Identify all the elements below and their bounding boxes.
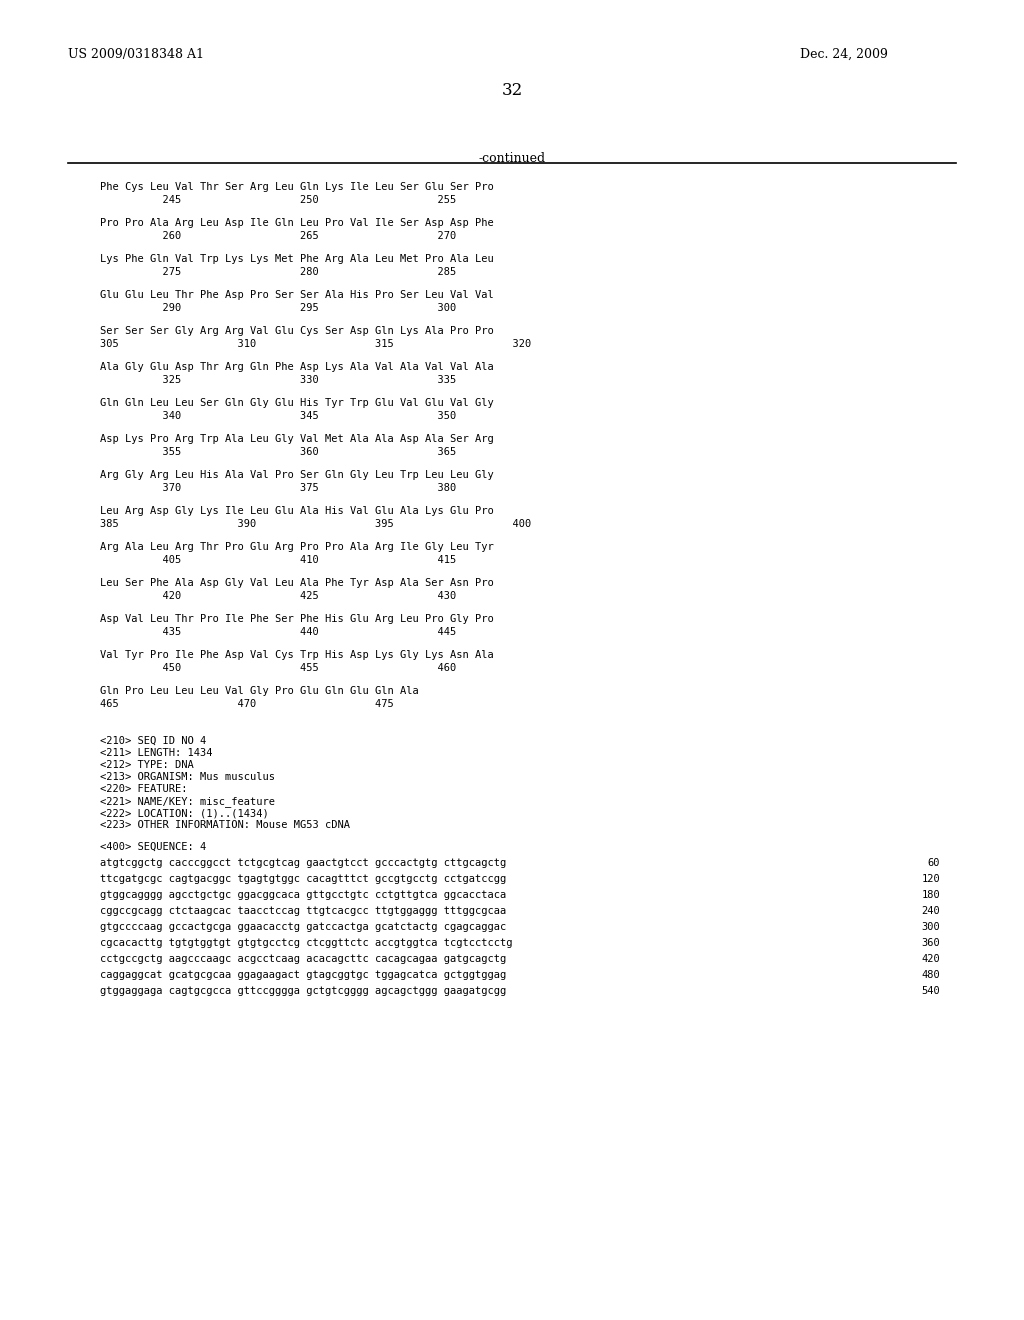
Text: 245                   250                   255: 245 250 255 [100, 195, 457, 205]
Text: 420                   425                   430: 420 425 430 [100, 591, 457, 601]
Text: caggaggcat gcatgcgcaa ggagaagact gtagcggtgc tggagcatca gctggtggag: caggaggcat gcatgcgcaa ggagaagact gtagcgg… [100, 970, 506, 979]
Text: cctgccgctg aagcccaagc acgcctcaag acacagcttc cacagcagaa gatgcagctg: cctgccgctg aagcccaagc acgcctcaag acacagc… [100, 954, 506, 964]
Text: 260                   265                   270: 260 265 270 [100, 231, 457, 242]
Text: 355                   360                   365: 355 360 365 [100, 447, 457, 457]
Text: <211> LENGTH: 1434: <211> LENGTH: 1434 [100, 748, 213, 758]
Text: 450                   455                   460: 450 455 460 [100, 663, 457, 673]
Text: 370                   375                   380: 370 375 380 [100, 483, 457, 492]
Text: Arg Gly Arg Leu His Ala Val Pro Ser Gln Gly Leu Trp Leu Leu Gly: Arg Gly Arg Leu His Ala Val Pro Ser Gln … [100, 470, 494, 480]
Text: <222> LOCATION: (1)..(1434): <222> LOCATION: (1)..(1434) [100, 808, 268, 818]
Text: 180: 180 [922, 890, 940, 900]
Text: Ala Gly Glu Asp Thr Arg Gln Phe Asp Lys Ala Val Ala Val Val Ala: Ala Gly Glu Asp Thr Arg Gln Phe Asp Lys … [100, 362, 494, 372]
Text: 435                   440                   445: 435 440 445 [100, 627, 457, 638]
Text: gtggaggaga cagtgcgcca gttccgggga gctgtcgggg agcagctggg gaagatgcgg: gtggaggaga cagtgcgcca gttccgggga gctgtcg… [100, 986, 506, 997]
Text: Dec. 24, 2009: Dec. 24, 2009 [800, 48, 888, 61]
Text: 32: 32 [502, 82, 522, 99]
Text: Pro Pro Ala Arg Leu Asp Ile Gln Leu Pro Val Ile Ser Asp Asp Phe: Pro Pro Ala Arg Leu Asp Ile Gln Leu Pro … [100, 218, 494, 228]
Text: 420: 420 [922, 954, 940, 964]
Text: <400> SEQUENCE: 4: <400> SEQUENCE: 4 [100, 842, 206, 851]
Text: atgtcggctg cacccggcct tctgcgtcag gaactgtcct gcccactgtg cttgcagctg: atgtcggctg cacccggcct tctgcgtcag gaactgt… [100, 858, 506, 869]
Text: US 2009/0318348 A1: US 2009/0318348 A1 [68, 48, 204, 61]
Text: 385                   390                   395                   400: 385 390 395 400 [100, 519, 531, 529]
Text: Asp Lys Pro Arg Trp Ala Leu Gly Val Met Ala Ala Asp Ala Ser Arg: Asp Lys Pro Arg Trp Ala Leu Gly Val Met … [100, 434, 494, 444]
Text: Gln Gln Leu Leu Ser Gln Gly Glu His Tyr Trp Glu Val Glu Val Gly: Gln Gln Leu Leu Ser Gln Gly Glu His Tyr … [100, 399, 494, 408]
Text: Leu Ser Phe Ala Asp Gly Val Leu Ala Phe Tyr Asp Ala Ser Asn Pro: Leu Ser Phe Ala Asp Gly Val Leu Ala Phe … [100, 578, 494, 587]
Text: Gln Pro Leu Leu Leu Val Gly Pro Glu Gln Glu Gln Ala: Gln Pro Leu Leu Leu Val Gly Pro Glu Gln … [100, 686, 419, 696]
Text: 325                   330                   335: 325 330 335 [100, 375, 457, 385]
Text: Leu Arg Asp Gly Lys Ile Leu Glu Ala His Val Glu Ala Lys Glu Pro: Leu Arg Asp Gly Lys Ile Leu Glu Ala His … [100, 506, 494, 516]
Text: 305                   310                   315                   320: 305 310 315 320 [100, 339, 531, 348]
Text: 540: 540 [922, 986, 940, 997]
Text: 405                   410                   415: 405 410 415 [100, 554, 457, 565]
Text: 340                   345                   350: 340 345 350 [100, 411, 457, 421]
Text: 480: 480 [922, 970, 940, 979]
Text: 360: 360 [922, 939, 940, 948]
Text: 300: 300 [922, 921, 940, 932]
Text: gtggcagggg agcctgctgc ggacggcaca gttgcctgtc cctgttgtca ggcacctaca: gtggcagggg agcctgctgc ggacggcaca gttgcct… [100, 890, 506, 900]
Text: 290                   295                   300: 290 295 300 [100, 304, 457, 313]
Text: -continued: -continued [478, 152, 546, 165]
Text: cggccgcagg ctctaagcac taacctccag ttgtcacgcc ttgtggaggg tttggcgcaa: cggccgcagg ctctaagcac taacctccag ttgtcac… [100, 906, 506, 916]
Text: cgcacacttg tgtgtggtgt gtgtgcctcg ctcggttctc accgtggtca tcgtcctcctg: cgcacacttg tgtgtggtgt gtgtgcctcg ctcggtt… [100, 939, 512, 948]
Text: Ser Ser Ser Gly Arg Arg Val Glu Cys Ser Asp Gln Lys Ala Pro Pro: Ser Ser Ser Gly Arg Arg Val Glu Cys Ser … [100, 326, 494, 337]
Text: Glu Glu Leu Thr Phe Asp Pro Ser Ser Ala His Pro Ser Leu Val Val: Glu Glu Leu Thr Phe Asp Pro Ser Ser Ala … [100, 290, 494, 300]
Text: 275                   280                   285: 275 280 285 [100, 267, 457, 277]
Text: Val Tyr Pro Ile Phe Asp Val Cys Trp His Asp Lys Gly Lys Asn Ala: Val Tyr Pro Ile Phe Asp Val Cys Trp His … [100, 649, 494, 660]
Text: 240: 240 [922, 906, 940, 916]
Text: ttcgatgcgc cagtgacggc tgagtgtggc cacagtttct gccgtgcctg cctgatccgg: ttcgatgcgc cagtgacggc tgagtgtggc cacagtt… [100, 874, 506, 884]
Text: 465                   470                   475: 465 470 475 [100, 700, 394, 709]
Text: <213> ORGANISM: Mus musculus: <213> ORGANISM: Mus musculus [100, 772, 275, 781]
Text: <221> NAME/KEY: misc_feature: <221> NAME/KEY: misc_feature [100, 796, 275, 807]
Text: 120: 120 [922, 874, 940, 884]
Text: <210> SEQ ID NO 4: <210> SEQ ID NO 4 [100, 737, 206, 746]
Text: Phe Cys Leu Val Thr Ser Arg Leu Gln Lys Ile Leu Ser Glu Ser Pro: Phe Cys Leu Val Thr Ser Arg Leu Gln Lys … [100, 182, 494, 191]
Text: Arg Ala Leu Arg Thr Pro Glu Arg Pro Pro Ala Arg Ile Gly Leu Tyr: Arg Ala Leu Arg Thr Pro Glu Arg Pro Pro … [100, 543, 494, 552]
Text: <220> FEATURE:: <220> FEATURE: [100, 784, 187, 795]
Text: gtgccccaag gccactgcga ggaacacctg gatccactga gcatctactg cgagcaggac: gtgccccaag gccactgcga ggaacacctg gatccac… [100, 921, 506, 932]
Text: Lys Phe Gln Val Trp Lys Lys Met Phe Arg Ala Leu Met Pro Ala Leu: Lys Phe Gln Val Trp Lys Lys Met Phe Arg … [100, 253, 494, 264]
Text: 60: 60 [928, 858, 940, 869]
Text: <223> OTHER INFORMATION: Mouse MG53 cDNA: <223> OTHER INFORMATION: Mouse MG53 cDNA [100, 820, 350, 830]
Text: Asp Val Leu Thr Pro Ile Phe Ser Phe His Glu Arg Leu Pro Gly Pro: Asp Val Leu Thr Pro Ile Phe Ser Phe His … [100, 614, 494, 624]
Text: <212> TYPE: DNA: <212> TYPE: DNA [100, 760, 194, 770]
